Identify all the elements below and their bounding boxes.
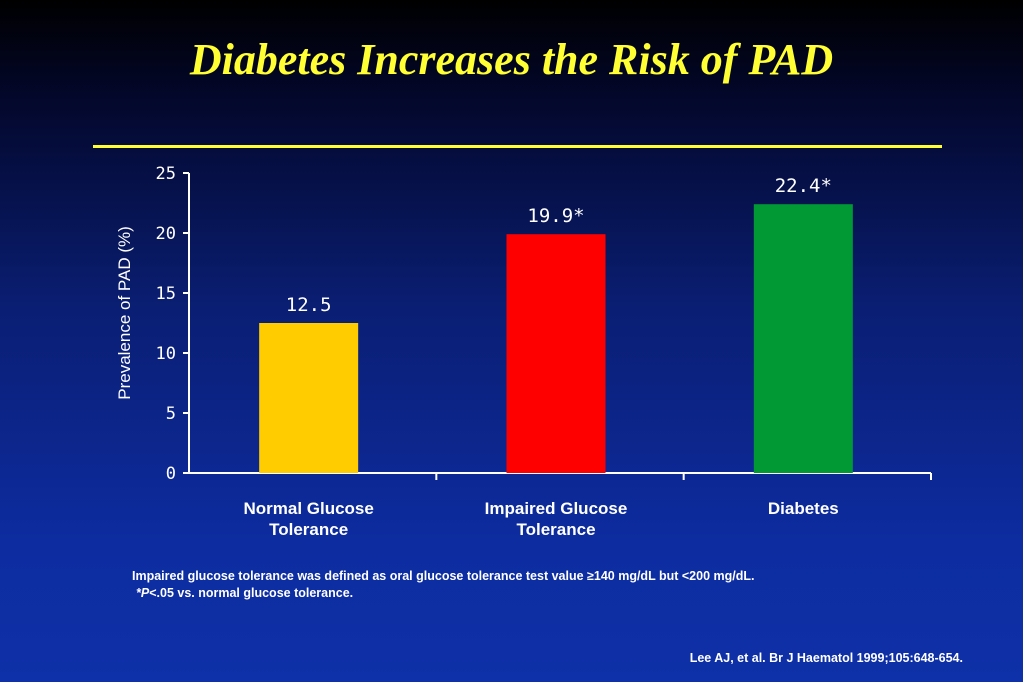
footnote-significance: <.05 vs. normal glucose tolerance. — [149, 586, 354, 600]
footnote-asterisk: * — [136, 586, 141, 600]
footnote: Impaired glucose tolerance was defined a… — [132, 568, 754, 602]
data-label: 12.5 — [286, 294, 332, 316]
y-tick-label: 20 — [156, 224, 176, 244]
x-category-label: Normal Glucose — [243, 499, 373, 518]
footnote-line-1: Impaired glucose tolerance was defined a… — [132, 569, 755, 583]
data-label: 19.9* — [527, 205, 584, 227]
bar — [506, 234, 606, 473]
y-tick-label: 15 — [156, 284, 176, 304]
y-axis-title: Prevalence of PAD (%) — [115, 226, 134, 400]
y-tick-label: 10 — [156, 344, 176, 364]
footnote-line-2: *P<.05 vs. normal glucose tolerance. — [132, 585, 754, 602]
x-category-label: Diabetes — [768, 499, 839, 518]
x-category-label: Tolerance — [269, 520, 348, 539]
x-category-label: Impaired Glucose — [485, 499, 628, 518]
footnote-p-symbol: P — [140, 586, 150, 600]
bar — [259, 323, 359, 473]
bar — [753, 204, 853, 473]
citation: Lee AJ, et al. Br J Haematol 1999;105:64… — [689, 651, 963, 665]
y-tick-label: 25 — [156, 164, 176, 184]
title-underline — [93, 145, 942, 148]
y-tick-label: 5 — [166, 404, 176, 424]
data-label: 22.4* — [775, 175, 832, 197]
y-tick-label: 0 — [166, 464, 176, 484]
x-category-label: Tolerance — [516, 520, 595, 539]
slide-title: Diabetes Increases the Risk of PAD — [189, 35, 834, 84]
